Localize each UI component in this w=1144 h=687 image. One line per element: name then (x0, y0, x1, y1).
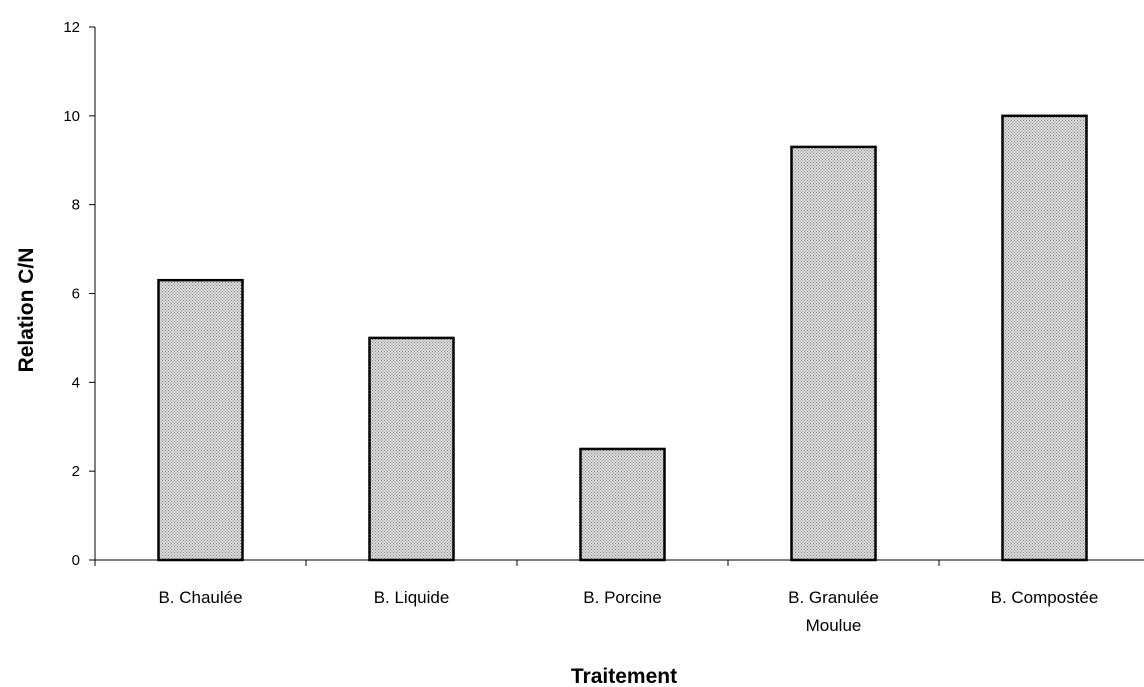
x-axis-title: Traitement (571, 665, 677, 687)
y-tick-label: 6 (72, 286, 80, 303)
y-tick-label: 0 (72, 552, 80, 569)
y-tick-label: 10 (63, 108, 80, 125)
category-labels: B. Chaulée B. Liquide B. Porcine B. Granulé… (158, 588, 1098, 635)
x-tick-label: B. Compostée (991, 588, 1099, 607)
y-axis: 0 2 4 6 8 10 12 (63, 19, 96, 569)
y-tick-label: 8 (72, 197, 80, 214)
y-tick-label: 12 (63, 19, 80, 36)
y-tick-label: 2 (72, 463, 80, 480)
y-tick-label: 4 (72, 374, 80, 391)
x-tick-label: B. Granulée (788, 588, 879, 607)
bar-1 (368, 336, 455, 562)
y-axis-title: Relation C/N (15, 248, 38, 373)
bar-4 (1001, 114, 1088, 562)
bars-group (157, 114, 1088, 562)
bar-2 (579, 447, 666, 562)
x-tick-label: B. Chaulée (158, 588, 242, 607)
x-tick-label: B. Porcine (583, 588, 661, 607)
x-tick-label: B. Liquide (374, 588, 450, 607)
bar-3 (790, 145, 877, 562)
bar-0 (157, 278, 244, 562)
x-tick-label: Moulue (806, 616, 862, 635)
